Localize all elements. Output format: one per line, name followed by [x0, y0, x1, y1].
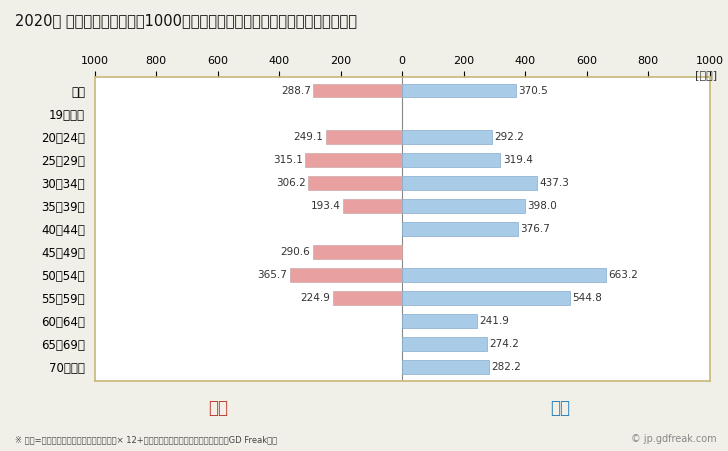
Bar	[402, 268, 606, 282]
Text: [万円]: [万円]	[695, 70, 717, 80]
Text: 544.8: 544.8	[572, 293, 602, 303]
Text: 241.9: 241.9	[479, 316, 509, 326]
Text: © jp.gdfreak.com: © jp.gdfreak.com	[631, 434, 717, 444]
Text: 370.5: 370.5	[518, 86, 548, 96]
Text: 224.9: 224.9	[301, 293, 331, 303]
Bar	[402, 83, 516, 97]
Bar	[325, 130, 402, 143]
Bar	[314, 83, 402, 97]
Text: 292.2: 292.2	[494, 132, 524, 142]
Bar	[308, 176, 402, 190]
Text: 193.4: 193.4	[310, 201, 340, 211]
Bar	[290, 268, 402, 282]
Bar	[402, 360, 489, 374]
Text: 274.2: 274.2	[489, 339, 519, 349]
Bar	[402, 130, 492, 143]
Text: 437.3: 437.3	[539, 178, 569, 188]
Text: 365.7: 365.7	[258, 270, 288, 280]
Text: 290.6: 290.6	[280, 247, 310, 257]
Bar	[333, 291, 402, 305]
Text: 319.4: 319.4	[503, 155, 533, 165]
Text: 男性: 男性	[550, 399, 571, 417]
Text: 282.2: 282.2	[491, 362, 521, 372]
Bar	[402, 153, 500, 166]
Bar	[402, 199, 525, 213]
Bar	[402, 291, 570, 305]
Text: 288.7: 288.7	[281, 86, 311, 96]
Text: 663.2: 663.2	[609, 270, 638, 280]
Bar	[402, 314, 477, 328]
Text: 306.2: 306.2	[276, 178, 306, 188]
Bar	[402, 337, 486, 351]
Text: 376.7: 376.7	[521, 224, 550, 234]
Bar	[343, 199, 402, 213]
Text: 315.1: 315.1	[273, 155, 303, 165]
Text: 女性: 女性	[208, 399, 229, 417]
Text: 398.0: 398.0	[527, 201, 557, 211]
Text: ※ 年収=「きまって支給する現金給与額」× 12+「年間賞与その他特別給与額」としてGD Freak推計: ※ 年収=「きまって支給する現金給与額」× 12+「年間賞与その他特別給与額」と…	[15, 435, 277, 444]
Bar	[313, 245, 402, 259]
Text: 2020年 民間企業（従業者数1000人以上）フルタイム労働者の男女別平均年収: 2020年 民間企業（従業者数1000人以上）フルタイム労働者の男女別平均年収	[15, 14, 357, 28]
Bar	[402, 222, 518, 236]
Text: 249.1: 249.1	[293, 132, 323, 142]
Bar	[402, 176, 537, 190]
Bar	[305, 153, 402, 166]
